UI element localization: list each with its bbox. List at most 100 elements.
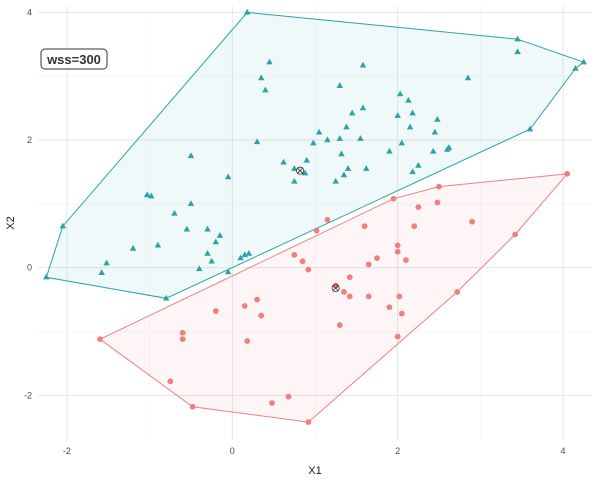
data-point bbox=[310, 139, 317, 146]
data-point bbox=[361, 223, 368, 230]
data-point bbox=[187, 200, 195, 207]
data-point bbox=[363, 165, 370, 171]
data-point bbox=[129, 244, 137, 251]
data-point bbox=[394, 112, 401, 118]
cluster-points-1 bbox=[43, 8, 587, 301]
data-point bbox=[98, 269, 105, 275]
data-point bbox=[409, 168, 416, 175]
centroid-cross bbox=[296, 167, 304, 174]
data-point bbox=[340, 171, 348, 178]
data-point bbox=[258, 312, 265, 319]
data-point bbox=[303, 156, 310, 163]
data-point bbox=[171, 209, 178, 216]
data-point bbox=[436, 183, 442, 190]
data-point bbox=[224, 268, 232, 275]
data-point bbox=[305, 419, 312, 426]
data-point bbox=[430, 147, 437, 154]
data-point bbox=[254, 296, 261, 303]
data-point bbox=[208, 257, 215, 264]
data-point bbox=[445, 144, 453, 150]
centroid-ring bbox=[296, 166, 305, 175]
x-tick-label: 2 bbox=[395, 446, 400, 456]
data-point bbox=[285, 393, 292, 400]
data-point bbox=[434, 199, 441, 206]
wss-annotation-text: wss=300 bbox=[46, 52, 101, 67]
data-point bbox=[313, 227, 320, 234]
data-point bbox=[143, 191, 151, 198]
centroid-cross bbox=[332, 284, 339, 292]
data-point bbox=[195, 265, 203, 272]
data-point bbox=[514, 48, 521, 55]
data-point bbox=[415, 204, 422, 210]
data-point bbox=[374, 255, 380, 262]
data-point bbox=[564, 170, 571, 177]
data-point bbox=[359, 104, 367, 111]
y-tick-label: 2 bbox=[27, 135, 32, 145]
data-point bbox=[332, 177, 339, 184]
wss-annotation: wss=300 bbox=[40, 48, 108, 70]
data-point bbox=[359, 61, 367, 68]
x-tick-label: -2 bbox=[63, 446, 71, 456]
data-point bbox=[386, 304, 393, 311]
data-point bbox=[237, 254, 244, 261]
data-point bbox=[187, 152, 195, 159]
data-point bbox=[394, 248, 401, 255]
data-point bbox=[365, 261, 372, 268]
data-point bbox=[262, 86, 269, 93]
cluster-centroid-2 bbox=[331, 284, 340, 293]
data-point bbox=[43, 273, 50, 280]
data-point bbox=[103, 259, 110, 266]
data-point bbox=[212, 308, 219, 314]
x-axis-title: X1 bbox=[308, 465, 321, 477]
data-point bbox=[406, 123, 414, 130]
data-point bbox=[269, 400, 275, 406]
x-tick-label: 4 bbox=[561, 446, 566, 456]
data-point bbox=[415, 161, 422, 168]
data-point bbox=[454, 289, 461, 295]
data-point bbox=[224, 173, 232, 180]
data-point bbox=[346, 274, 353, 281]
y-tick-label: 4 bbox=[27, 7, 32, 17]
data-point bbox=[390, 195, 397, 202]
data-point bbox=[409, 109, 416, 116]
data-point bbox=[572, 64, 579, 71]
data-point bbox=[212, 238, 220, 245]
data-point bbox=[280, 158, 287, 165]
data-point bbox=[338, 150, 345, 157]
data-point bbox=[396, 90, 404, 97]
data-point bbox=[341, 289, 347, 295]
data-point bbox=[204, 225, 211, 232]
data-point bbox=[291, 252, 298, 258]
data-point bbox=[346, 293, 353, 300]
cluster-centroid-1 bbox=[296, 166, 305, 175]
data-point bbox=[396, 293, 403, 300]
data-point bbox=[512, 231, 519, 238]
data-point bbox=[398, 310, 405, 317]
data-point bbox=[244, 338, 251, 344]
data-point bbox=[299, 258, 306, 265]
data-point bbox=[336, 82, 344, 88]
data-point bbox=[434, 116, 441, 122]
data-point bbox=[162, 294, 170, 301]
data-point bbox=[336, 135, 344, 141]
data-point bbox=[291, 165, 298, 171]
data-point bbox=[243, 8, 251, 15]
cluster-points-2 bbox=[97, 170, 571, 426]
data-point bbox=[179, 329, 186, 336]
data-point bbox=[266, 58, 273, 65]
wss-annotation-box bbox=[40, 48, 108, 70]
data-point bbox=[394, 242, 401, 249]
data-point bbox=[403, 257, 409, 263]
data-point bbox=[241, 303, 248, 309]
data-point bbox=[189, 403, 196, 410]
data-point bbox=[526, 125, 534, 132]
data-point bbox=[405, 96, 412, 103]
data-point bbox=[394, 333, 401, 340]
x-tick-label: 0 bbox=[230, 446, 235, 456]
data-point bbox=[357, 135, 364, 141]
data-point bbox=[258, 74, 265, 81]
data-point bbox=[245, 250, 253, 256]
data-point bbox=[398, 139, 406, 146]
data-point bbox=[183, 225, 191, 232]
